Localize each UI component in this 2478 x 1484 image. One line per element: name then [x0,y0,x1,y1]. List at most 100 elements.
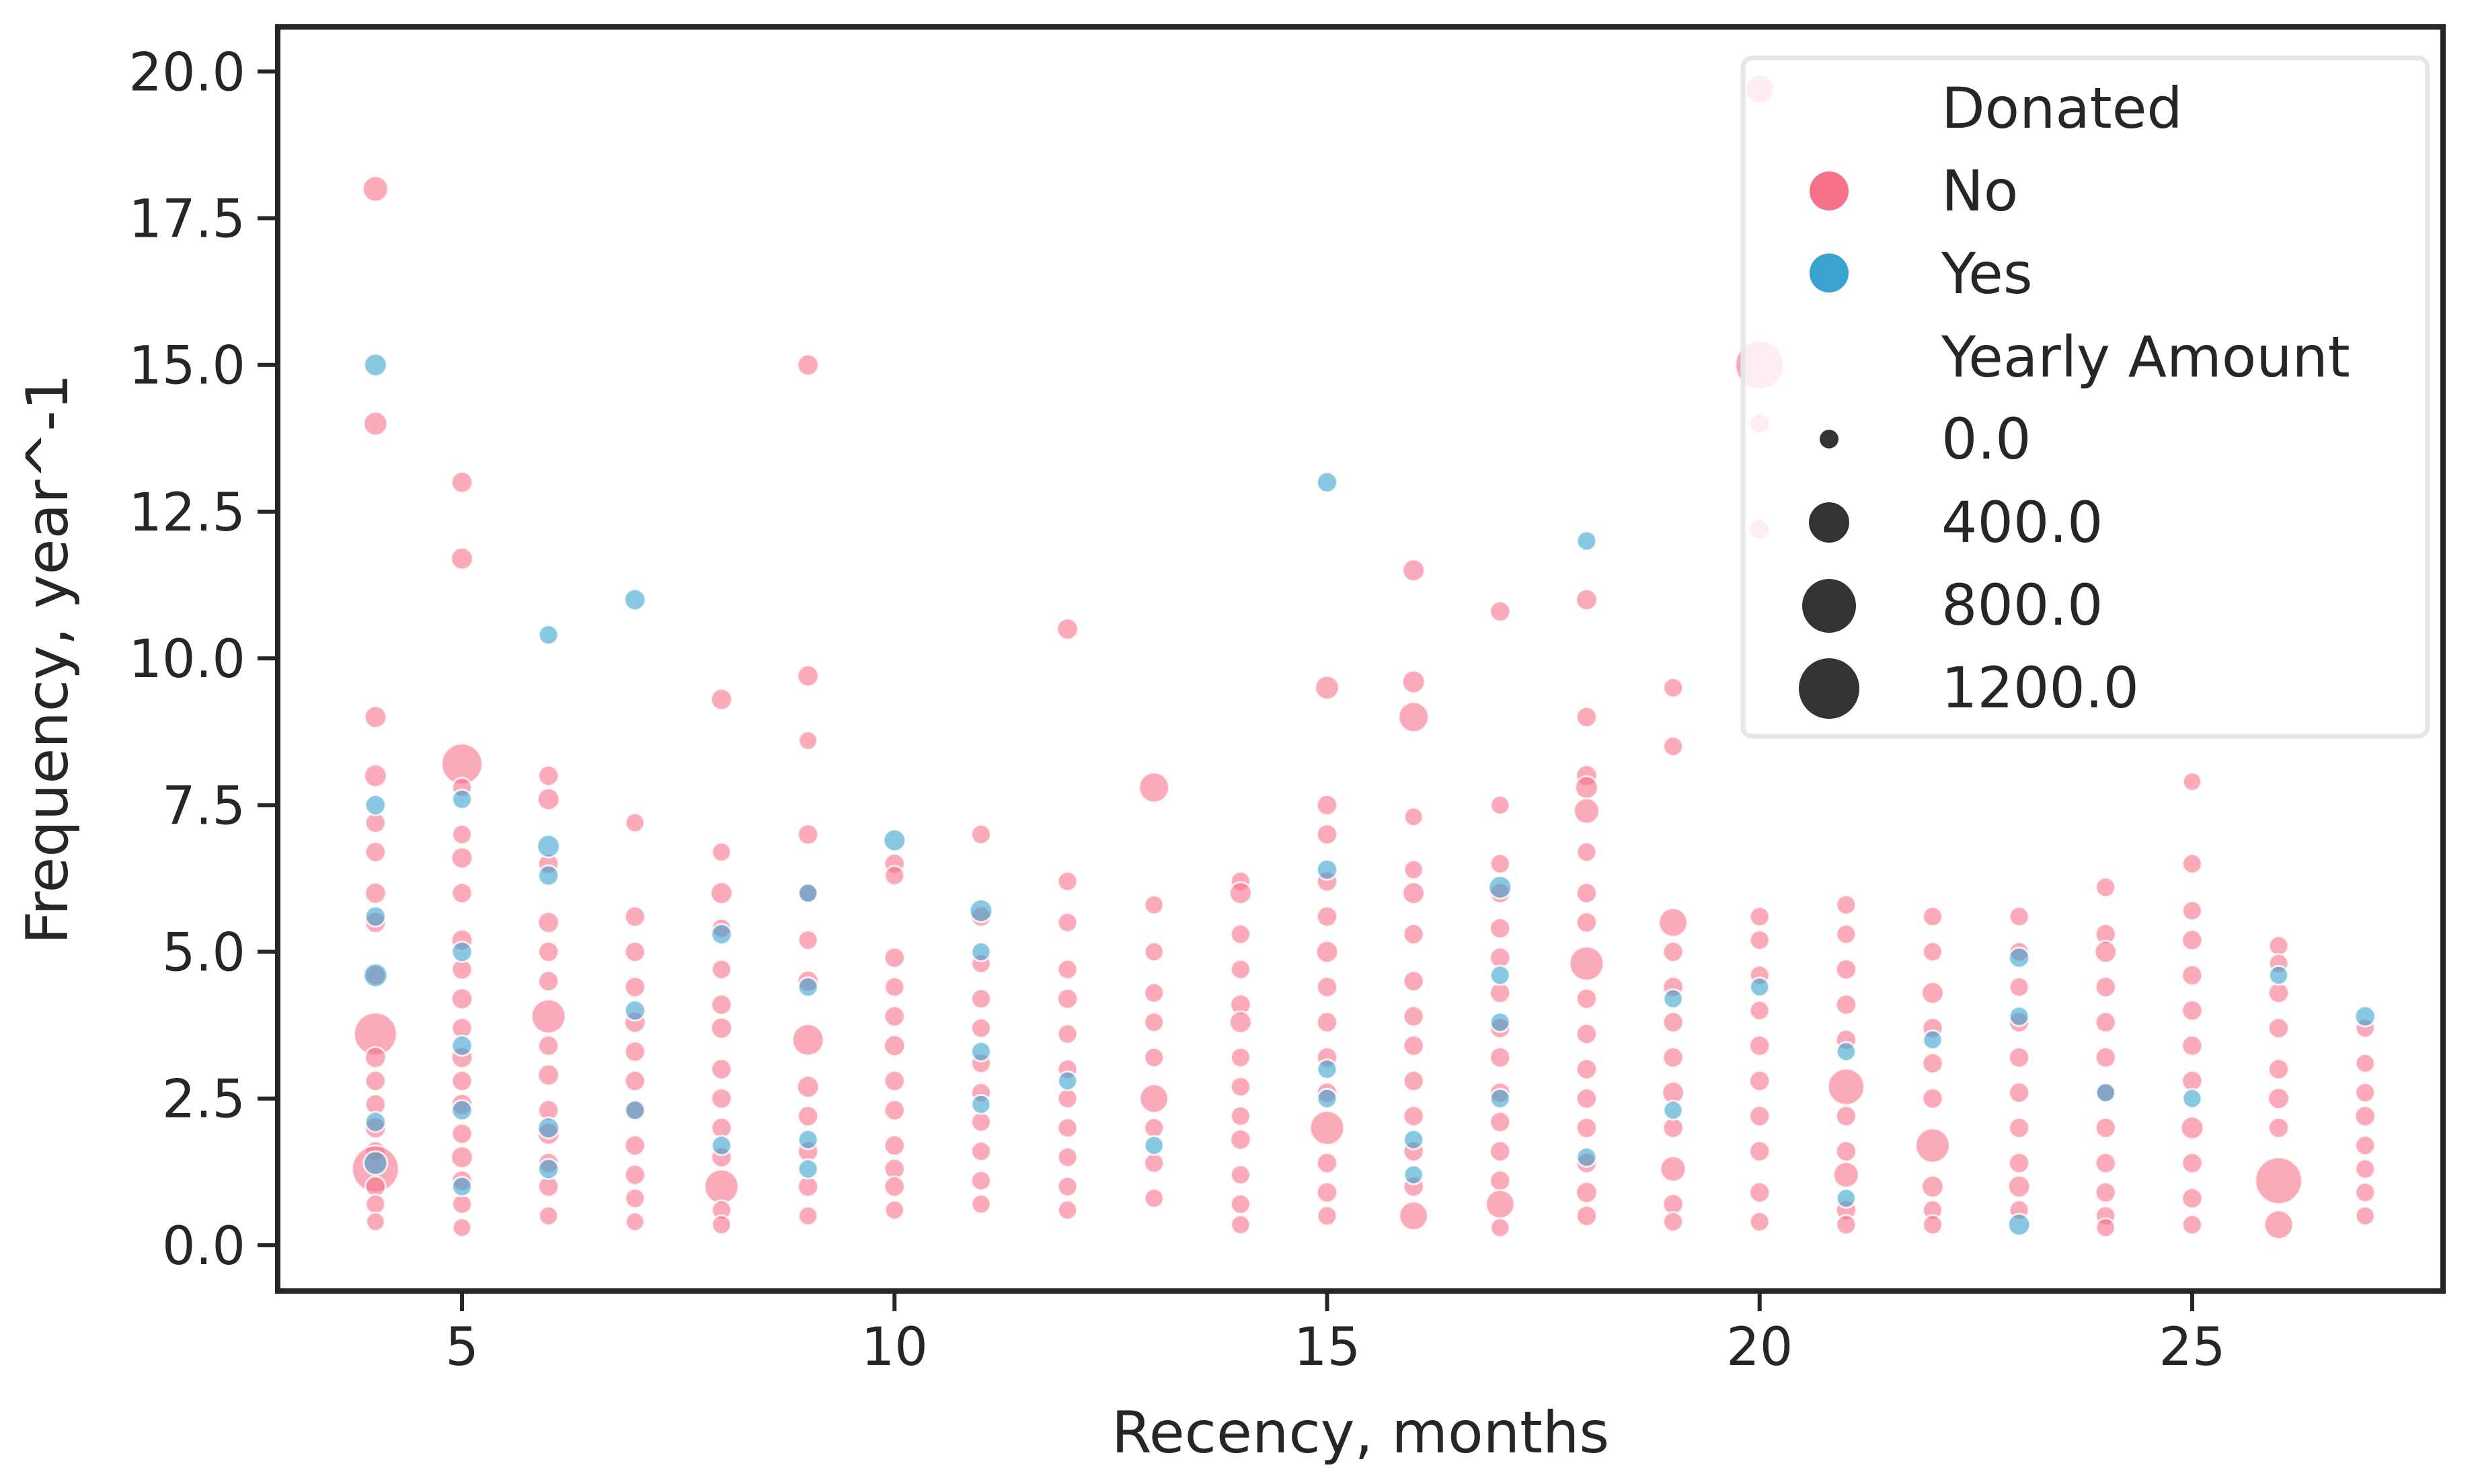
point-yes-51 [2008,1005,2030,1027]
point-no-182 [1489,917,1512,940]
point-yes-7 [451,941,473,964]
point-no-200 [1575,911,1598,934]
point-no-279 [2181,771,2203,792]
point-no-284 [2181,999,2204,1022]
point-no-114 [1056,617,1079,641]
point-no-254 [1921,1174,1945,1199]
point-no-81 [797,823,820,846]
point-no-201 [1568,945,1605,982]
point-no-177 [1398,1200,1429,1232]
point-no-283 [2181,964,2204,986]
point-no-238 [1834,958,1857,981]
point-no-307 [2354,1205,2376,1226]
legend-size-label-400: 400.0 [1941,490,2103,555]
point-no-19 [450,471,474,494]
point-no-227 [1748,929,1771,951]
point-no-51 [538,1205,559,1226]
point-yes-24 [797,1158,819,1180]
legend-size-label-1200: 1200.0 [1941,655,2139,721]
point-no-58 [623,1070,646,1093]
point-no-54 [623,941,646,964]
point-yes-45 [1662,1099,1684,1121]
point-no-234 [1748,1181,1771,1204]
point-no-123 [1056,1146,1079,1168]
point-no-236 [1835,894,1857,916]
point-no-18 [365,1211,386,1233]
legend-marker-yes [1810,253,1849,292]
point-no-164 [1401,669,1426,695]
point-no-203 [1575,1023,1598,1046]
point-no-61 [623,1163,646,1186]
point-no-186 [1489,1046,1512,1069]
point-yes-30 [1056,1070,1079,1092]
legend-size-label-0: 0.0 [1941,406,2031,472]
point-no-146 [1229,1164,1251,1186]
point-no-53 [623,905,646,928]
point-yes-55 [2268,964,2290,986]
point-no-5 [364,841,387,863]
point-yes-23 [797,1128,819,1150]
point-no-62 [624,1187,646,1209]
point-yes-18 [624,1099,646,1122]
point-yes-1 [364,793,387,816]
x-tick-label: 25 [2159,1317,2225,1378]
y-tick-label: 0.0 [162,1216,245,1277]
y-tick-label: 5.0 [162,923,245,984]
point-no-128 [1143,941,1165,963]
point-yes-3 [362,962,389,988]
point-no-212 [1658,907,1689,938]
point-no-137 [1229,881,1253,905]
point-no-39 [536,787,561,812]
point-yes-35 [1316,1087,1338,1109]
point-no-143 [1229,1076,1251,1098]
point-no-121 [1056,1087,1079,1109]
legend-size-marker-800 [1802,579,1856,633]
point-no-252 [1921,1087,1944,1110]
point-no-20 [450,547,474,571]
point-no-296 [2267,1087,2290,1110]
point-no-247 [1922,906,1943,928]
point-yes-25 [882,828,906,853]
point-yes-22 [797,976,819,998]
y-tick-label: 7.5 [162,776,245,836]
point-no-119 [1056,1023,1079,1045]
point-yes-16 [623,588,647,611]
point-no-172 [1402,1034,1425,1057]
plot-frame [275,24,2446,1294]
point-no-36 [451,1193,473,1215]
point-no-191 [1485,1189,1516,1220]
point-no-145 [1229,1128,1252,1151]
point-no-303 [2354,1105,2376,1128]
point-no-210 [1662,676,1684,699]
point-no-301 [2354,1052,2376,1074]
point-no-241 [1826,1067,1865,1106]
point-no-208 [1575,1181,1598,1204]
point-yes-20 [711,1134,732,1157]
point-no-10 [364,1046,387,1069]
point-no-188 [1489,1111,1512,1134]
point-no-87 [797,1105,820,1128]
point-no-110 [970,1111,992,1133]
point-yes-43 [1576,1146,1598,1168]
point-no-166 [1403,806,1424,827]
point-no-83 [797,929,819,951]
legend-box [1740,55,2430,739]
point-no-262 [2008,1081,2031,1104]
point-no-232 [1748,1105,1771,1128]
point-no-150 [1315,793,1338,816]
point-no-93 [883,946,906,969]
point-yes-46 [1749,976,1771,998]
point-no-193 [1575,588,1598,611]
point-no-96 [883,1034,906,1058]
point-no-98 [883,1099,906,1122]
legend-label-no: No [1941,158,2018,224]
point-yes-2 [364,905,387,928]
point-no-149 [1314,674,1340,701]
point-yes-31 [1143,1135,1165,1157]
point-no-78 [796,353,820,377]
point-no-271 [2094,1011,2117,1033]
point-no-148 [1230,1214,1251,1235]
point-yes-14 [537,1116,560,1140]
point-no-282 [2181,929,2204,951]
point-no-270 [2094,976,2117,999]
